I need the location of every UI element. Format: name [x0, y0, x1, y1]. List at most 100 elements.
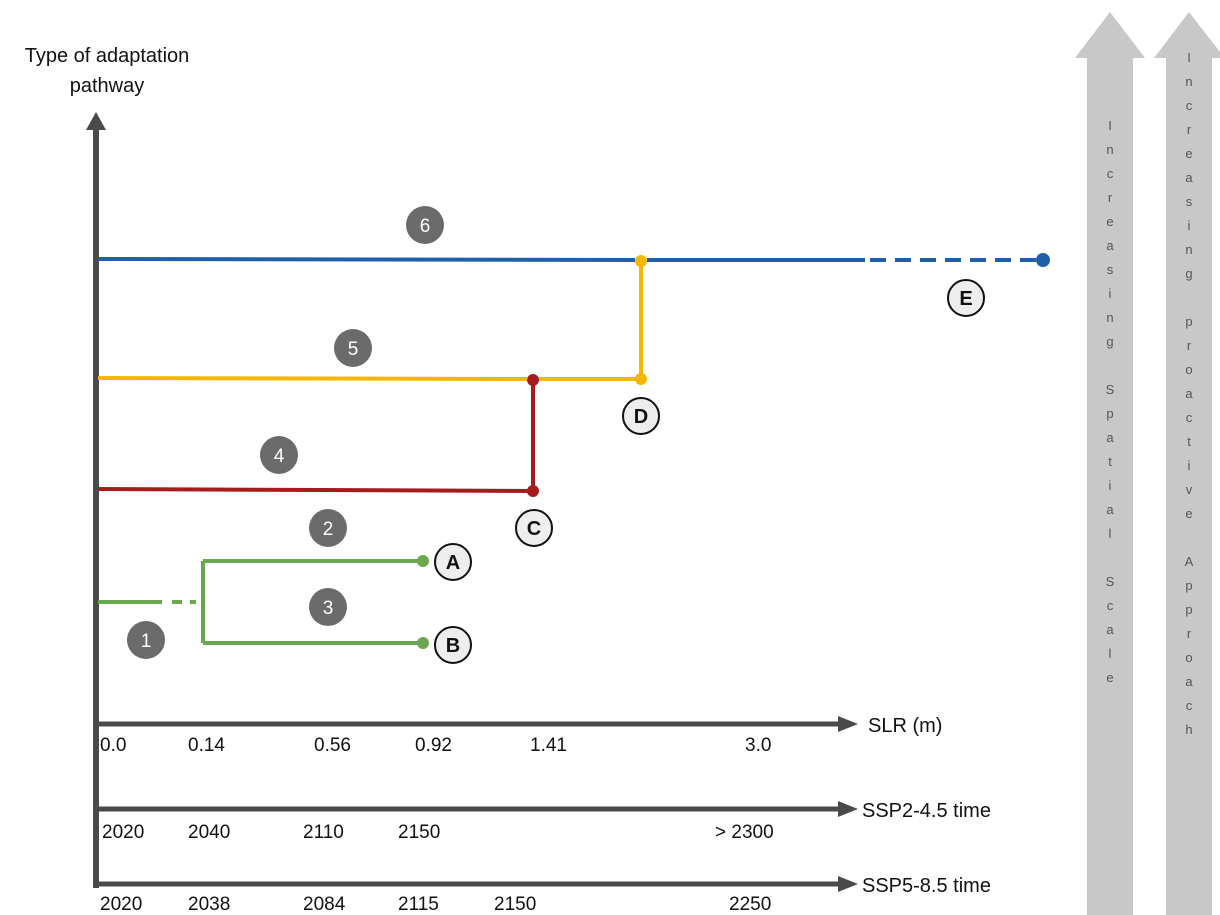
ssp5-tick: 2150	[494, 894, 536, 915]
pathway-5-switch-dot	[635, 255, 647, 267]
ssp2-axis-name: SSP2-4.5 time	[862, 800, 991, 822]
arrow-letter: t	[1187, 434, 1191, 449]
ssp2-tick: 2020	[102, 822, 144, 843]
svg-text:E: E	[959, 288, 972, 310]
arrow-letter: n	[1185, 74, 1192, 89]
ssp5-tick: 2084	[303, 894, 346, 915]
arrow-letter: r	[1187, 626, 1192, 641]
svg-text:6: 6	[420, 216, 431, 237]
y-axis-title-line1: Type of adaptation	[25, 45, 190, 67]
arrow-letter: s	[1107, 262, 1114, 277]
arrow-letter: c	[1107, 166, 1114, 181]
arrow-letter: e	[1185, 146, 1192, 161]
arrow-letter: r	[1187, 338, 1192, 353]
ssp5-tick: 2115	[398, 894, 439, 915]
arrow-letter: p	[1106, 406, 1113, 421]
y-axis: Type of adaptation pathway	[25, 45, 190, 888]
pathway-4-end-dot	[527, 485, 539, 497]
arrow-letter: p	[1185, 602, 1192, 617]
arrow-shape	[1154, 12, 1220, 915]
pathway-badge-5: 5	[334, 329, 372, 367]
pathway-badge-2: 2	[309, 509, 347, 547]
arrow-letter: i	[1109, 478, 1112, 493]
arrow-letter: i	[1188, 458, 1191, 473]
arrow-letter: i	[1188, 218, 1191, 233]
pathway-4-switch-dot	[527, 374, 539, 386]
end-point-a: A	[434, 543, 472, 581]
ssp5-tick: 2250	[729, 894, 771, 915]
arrow-letter: a	[1106, 622, 1114, 637]
arrow-letter: n	[1106, 310, 1113, 325]
arrow-letter: a	[1106, 502, 1114, 517]
end-point-c: C	[515, 509, 553, 547]
slr-tick: 1.41	[530, 735, 567, 756]
arrow-letter: e	[1185, 506, 1192, 521]
arrow-letter: a	[1185, 170, 1193, 185]
ssp2-axis: SSP2-4.5 time 2020 2040 2110 2150 > 2300	[96, 800, 991, 843]
svg-text:1: 1	[141, 631, 152, 652]
arrow-letter: S	[1106, 382, 1115, 397]
y-axis-title-line2: pathway	[70, 75, 145, 97]
arrow-letter: r	[1187, 122, 1192, 137]
arrow-letter: t	[1108, 454, 1112, 469]
ssp2-tick: 2040	[188, 822, 230, 843]
pathway-2-end-dot	[417, 555, 429, 567]
arrow-letter: A	[1185, 554, 1194, 569]
pathway-1	[98, 561, 205, 643]
ssp5-tick: 2020	[100, 894, 142, 915]
arrow-letter: g	[1106, 334, 1113, 349]
arrow-letter: c	[1186, 410, 1193, 425]
arrow-letter: a	[1185, 386, 1193, 401]
svg-text:A: A	[446, 552, 460, 574]
pathway-6-end-dot	[1036, 253, 1050, 267]
ssp5-axis: SSP5-8.5 time 2020 2038 2084 2115 2150 2…	[96, 875, 991, 915]
svg-text:4: 4	[274, 446, 285, 467]
arrow-letter: I	[1187, 50, 1191, 65]
arrow-letter: p	[1185, 314, 1192, 329]
arrow-letter: h	[1185, 722, 1192, 737]
pathway-4	[97, 374, 539, 497]
arrow-letter: c	[1186, 698, 1193, 713]
ssp2-tick: > 2300	[715, 822, 774, 843]
pathway-5	[97, 255, 647, 385]
arrow-letter: g	[1185, 266, 1192, 281]
pathway-5-end-dot	[635, 373, 647, 385]
arrow-letter: n	[1185, 242, 1192, 257]
pathway-badge-4: 4	[260, 436, 298, 474]
ssp5-tick: 2038	[188, 894, 230, 915]
pathway-6	[97, 253, 1050, 267]
arrow-letter: p	[1185, 578, 1192, 593]
pathway-badge-3: 3	[309, 588, 347, 626]
pathway-3-end-dot	[417, 637, 429, 649]
arrow-letter: i	[1109, 286, 1112, 301]
arrow-letter: l	[1109, 526, 1112, 541]
arrow-letter: o	[1185, 362, 1192, 377]
arrow-letter: c	[1107, 598, 1114, 613]
arrow-letter: e	[1106, 214, 1113, 229]
slr-tick: 3.0	[745, 735, 771, 756]
arrow-letter: a	[1185, 674, 1193, 689]
svg-text:3: 3	[323, 598, 334, 619]
arrow-letter: n	[1106, 142, 1113, 157]
svg-text:5: 5	[348, 339, 359, 360]
y-axis-arrowhead	[86, 112, 106, 130]
arrow-letter: s	[1186, 194, 1193, 209]
arrow-letter: l	[1109, 646, 1112, 661]
pathway-badge-6: 6	[406, 206, 444, 244]
slr-tick: 0.56	[314, 735, 351, 756]
slr-tick: 0.0	[100, 735, 126, 756]
slr-tick: 0.92	[415, 735, 452, 756]
arrow-letter: S	[1106, 574, 1115, 589]
pathway-2	[203, 555, 429, 567]
arrow-shape	[1075, 12, 1145, 915]
ssp2-tick: 2110	[303, 822, 344, 843]
ssp2-tick: 2150	[398, 822, 440, 843]
svg-text:B: B	[446, 635, 460, 657]
end-point-b: B	[434, 626, 472, 664]
arrow-letter: v	[1186, 482, 1193, 497]
